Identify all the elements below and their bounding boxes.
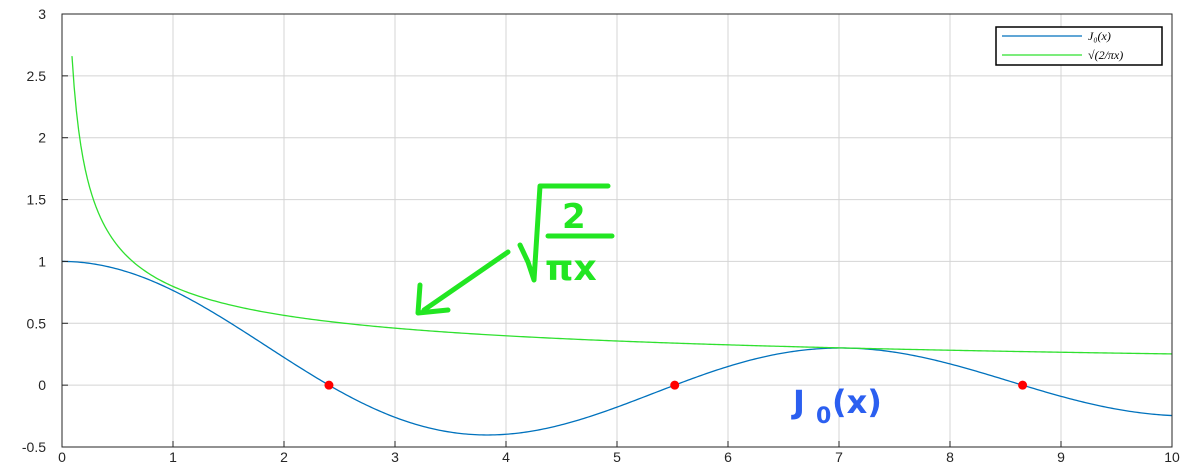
sqrt-denominator: πx bbox=[545, 248, 597, 289]
annotation-arrow-head bbox=[415, 282, 451, 316]
bessel-label-subscript: 0 bbox=[816, 404, 831, 429]
zero-point bbox=[670, 380, 680, 390]
zero-point bbox=[324, 380, 334, 390]
y-tick-label: 3 bbox=[38, 6, 46, 22]
y-tick-label: 0.5 bbox=[27, 315, 47, 331]
y-tick-label: -0.5 bbox=[22, 439, 46, 455]
x-tick-label: 4 bbox=[502, 449, 510, 465]
x-tick-label: 8 bbox=[946, 449, 954, 465]
x-tick-label: 5 bbox=[613, 449, 621, 465]
bessel-annotation: J 0 (x) bbox=[791, 383, 882, 429]
x-tick-label: 1 bbox=[169, 449, 177, 465]
bessel-label-args: (x) bbox=[832, 383, 882, 421]
y-tick-label: 2.5 bbox=[27, 68, 47, 84]
zero-markers bbox=[324, 380, 1028, 390]
legend-label-j0: J₀(x) bbox=[1088, 29, 1111, 43]
y-tick-label: 2 bbox=[38, 130, 46, 146]
x-tick-label: 9 bbox=[1057, 449, 1065, 465]
x-tick-label: 6 bbox=[724, 449, 732, 465]
curves bbox=[61, 56, 1173, 436]
bessel-label-j: J bbox=[791, 383, 805, 421]
y-tick-label: 1 bbox=[38, 253, 46, 269]
x-tick-label: 2 bbox=[280, 449, 288, 465]
x-tick-label: 7 bbox=[835, 449, 843, 465]
legend: J₀(x) √(2/πx) bbox=[995, 26, 1163, 66]
y-tick-label: 1.5 bbox=[27, 192, 47, 208]
radical-sign bbox=[517, 183, 611, 283]
annotation-arrow-shaft bbox=[421, 249, 511, 313]
x-tick-label: 10 bbox=[1164, 449, 1180, 465]
ticks bbox=[61, 13, 1173, 448]
x-tick-label: 0 bbox=[58, 449, 66, 465]
series-line-1 bbox=[71, 56, 1173, 355]
x-tick-labels: 0 1 2 3 4 5 6 7 8 9 10 bbox=[58, 449, 1180, 465]
sqrt-annotation: 2 πx bbox=[415, 183, 615, 316]
y-tick-label: 0 bbox=[38, 377, 46, 393]
legend-label-sqrt: √(2/πx) bbox=[1088, 48, 1123, 62]
y-tick-labels: -0.5 0 0.5 1 1.5 2 2.5 3 bbox=[22, 6, 46, 455]
x-tick-label: 3 bbox=[391, 449, 399, 465]
legend-box bbox=[995, 26, 1163, 66]
zero-point bbox=[1018, 380, 1028, 390]
sqrt-numerator: 2 bbox=[562, 197, 586, 237]
series-line-0 bbox=[61, 260, 1173, 436]
